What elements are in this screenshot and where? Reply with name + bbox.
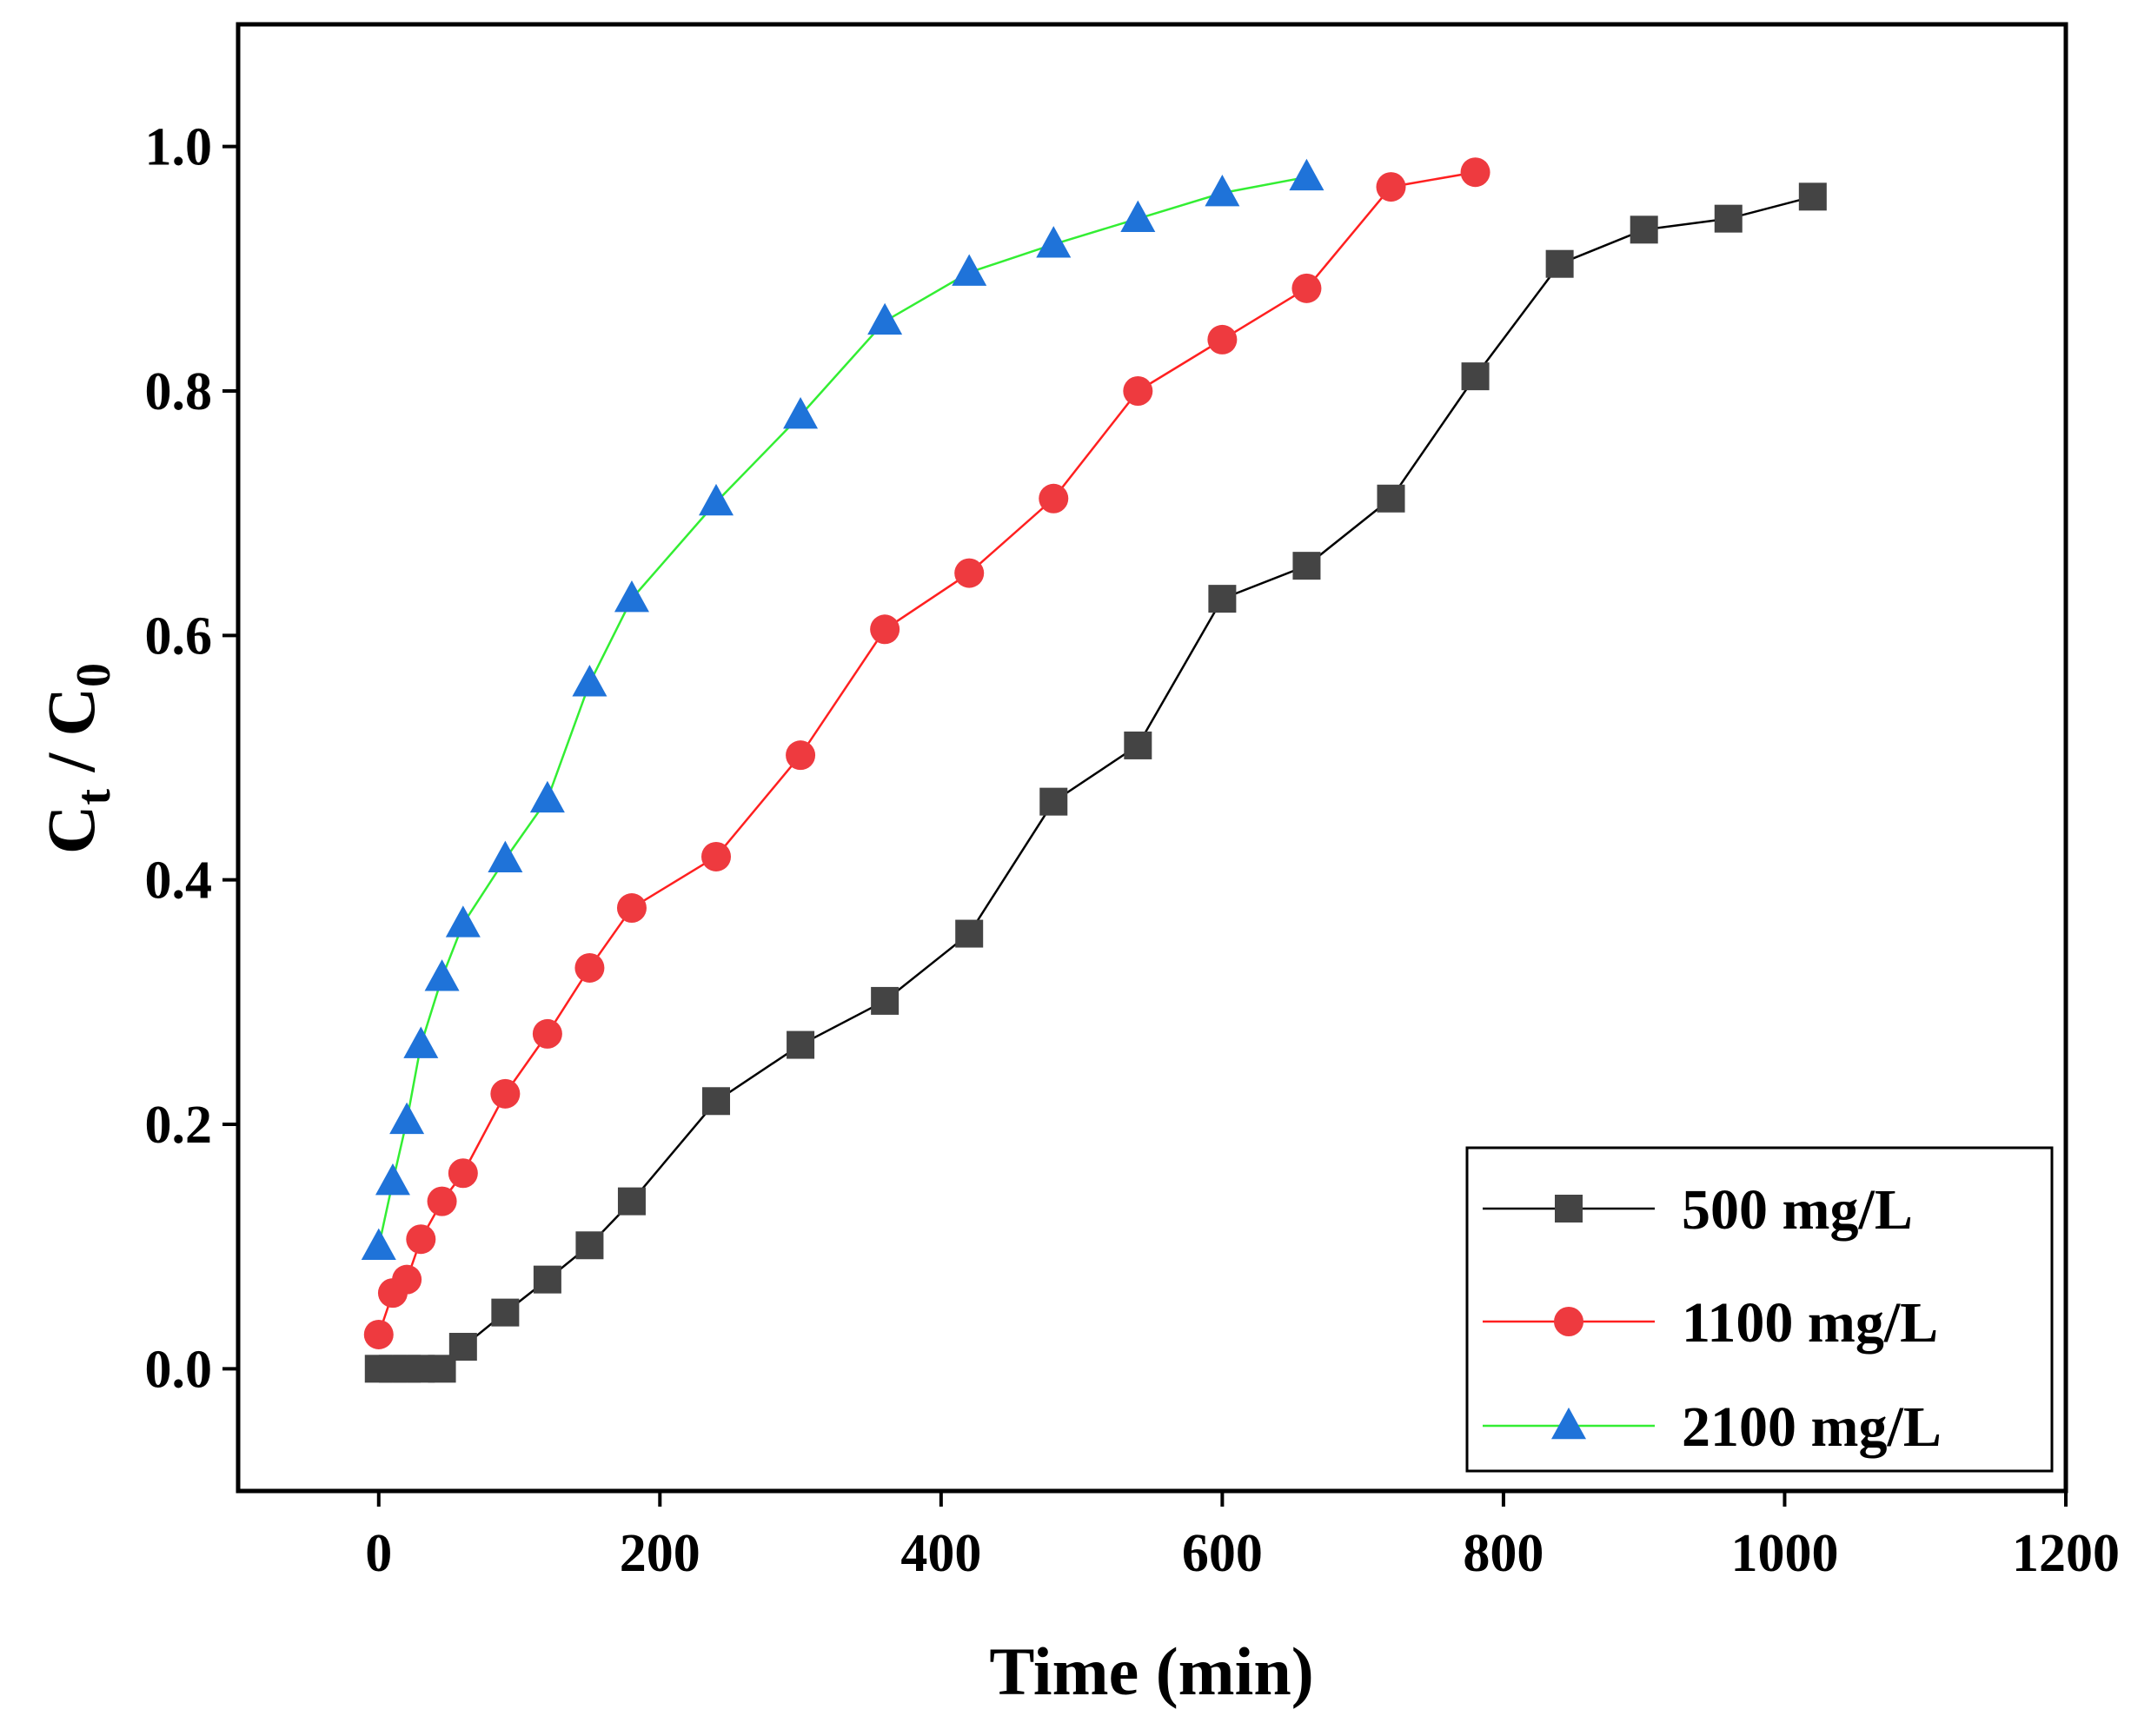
- legend-marker: [1555, 1195, 1583, 1222]
- x-tick-label: 0: [365, 1524, 392, 1583]
- data-point: [533, 1265, 561, 1294]
- series-layer: [361, 157, 1827, 1383]
- data-point: [406, 1224, 436, 1255]
- data-point: [448, 1333, 477, 1362]
- legend-items: 500 mg/L 1100 mg/L 2100 mg/L: [1483, 1178, 1942, 1459]
- x-tick-label: 400: [900, 1524, 981, 1583]
- data-point: [361, 1228, 396, 1260]
- data-point: [1291, 273, 1322, 303]
- legend-marker: [1551, 1407, 1586, 1440]
- data-point: [572, 665, 607, 697]
- data-point: [1124, 731, 1152, 759]
- data-point: [870, 614, 900, 645]
- data-point: [392, 1264, 422, 1295]
- data-point: [575, 1231, 604, 1260]
- series-line: [377, 170, 1476, 1335]
- y-title-main: C: [33, 805, 109, 854]
- legend: 500 mg/L 1100 mg/L 2100 mg/L: [1465, 1146, 2054, 1473]
- data-point: [529, 780, 565, 813]
- data-point: [1120, 200, 1156, 232]
- data-point: [448, 1158, 478, 1189]
- data-point: [1377, 484, 1405, 513]
- data-point: [952, 254, 987, 286]
- data-point: [491, 1298, 520, 1327]
- data-point: [424, 959, 460, 991]
- y-tick-label: 0.0: [145, 1340, 213, 1399]
- legend-item-0: 500 mg/L: [1483, 1178, 1913, 1242]
- data-point: [786, 740, 816, 771]
- y-title-sep: / C: [33, 687, 109, 789]
- data-point: [1208, 585, 1237, 613]
- data-point: [614, 580, 649, 613]
- series-2: [361, 158, 1324, 1260]
- data-point: [427, 1186, 457, 1216]
- data-point: [701, 841, 732, 871]
- data-point: [363, 1319, 394, 1349]
- plot-frame: [236, 22, 2068, 1494]
- data-point: [1714, 204, 1743, 233]
- legend-marker: [1554, 1307, 1583, 1336]
- data-point: [375, 1163, 410, 1196]
- data-point: [1039, 787, 1068, 816]
- legend-label: 1100 mg/L: [1682, 1291, 1938, 1355]
- legend-label: 2100 mg/L: [1682, 1395, 1942, 1459]
- data-point: [787, 1030, 815, 1059]
- data-point: [954, 558, 985, 588]
- data-point: [1545, 249, 1574, 278]
- data-point: [699, 483, 734, 516]
- y-tick-label: 0.4: [145, 851, 213, 911]
- data-point: [1205, 175, 1240, 207]
- y-axis-title: Ct / C0: [33, 663, 121, 854]
- x-tick-label: 1200: [2012, 1524, 2120, 1583]
- data-point: [1630, 215, 1658, 244]
- data-point: [1292, 552, 1321, 580]
- data-point: [1460, 157, 1490, 188]
- y-tick-label: 0.6: [145, 606, 213, 666]
- data-point: [871, 986, 900, 1015]
- data-point: [532, 1018, 562, 1049]
- data-point: [702, 1087, 731, 1116]
- x-tick-label: 1000: [1730, 1524, 1838, 1583]
- data-point: [1461, 362, 1490, 391]
- data-point: [1798, 182, 1827, 211]
- data-point: [488, 840, 523, 873]
- y-tick-label: 0.8: [145, 362, 213, 421]
- data-point: [1376, 172, 1406, 202]
- axis-layer: 0 200 400 600 800 1000 1200 0.0 0.2 0.4 0.6 0.8 1.0: [145, 118, 2121, 1583]
- data-point: [389, 1102, 425, 1135]
- data-point: [1207, 324, 1238, 354]
- data-point: [1036, 226, 1072, 258]
- legend-label: 500 mg/L: [1682, 1178, 1913, 1242]
- y-tick-label: 0.2: [145, 1096, 213, 1155]
- series-1: [363, 157, 1490, 1349]
- data-point: [1039, 483, 1069, 514]
- x-tick-label: 200: [620, 1524, 700, 1583]
- data-point: [403, 1026, 439, 1058]
- y-title-sub-0: 0: [67, 663, 121, 687]
- y-tick-label: 1.0: [145, 118, 213, 177]
- series-line: [377, 176, 1307, 1247]
- x-tick-label: 600: [1182, 1524, 1263, 1583]
- y-title-sub-t: t: [67, 789, 121, 805]
- data-point: [783, 397, 819, 429]
- x-tick-label: 800: [1463, 1524, 1544, 1583]
- data-point: [574, 952, 605, 983]
- series-0: [364, 182, 1827, 1383]
- data-point: [617, 1187, 646, 1216]
- data-point: [867, 302, 903, 335]
- data-point: [445, 905, 481, 938]
- x-axis-title: Time (min): [989, 1633, 1313, 1709]
- legend-item-1: 1100 mg/L: [1483, 1291, 1938, 1355]
- legend-item-2: 2100 mg/L: [1483, 1395, 1942, 1459]
- data-point: [1289, 158, 1324, 191]
- data-point: [1123, 376, 1153, 406]
- data-point: [490, 1078, 521, 1109]
- data-point: [955, 919, 984, 948]
- data-point: [616, 893, 647, 924]
